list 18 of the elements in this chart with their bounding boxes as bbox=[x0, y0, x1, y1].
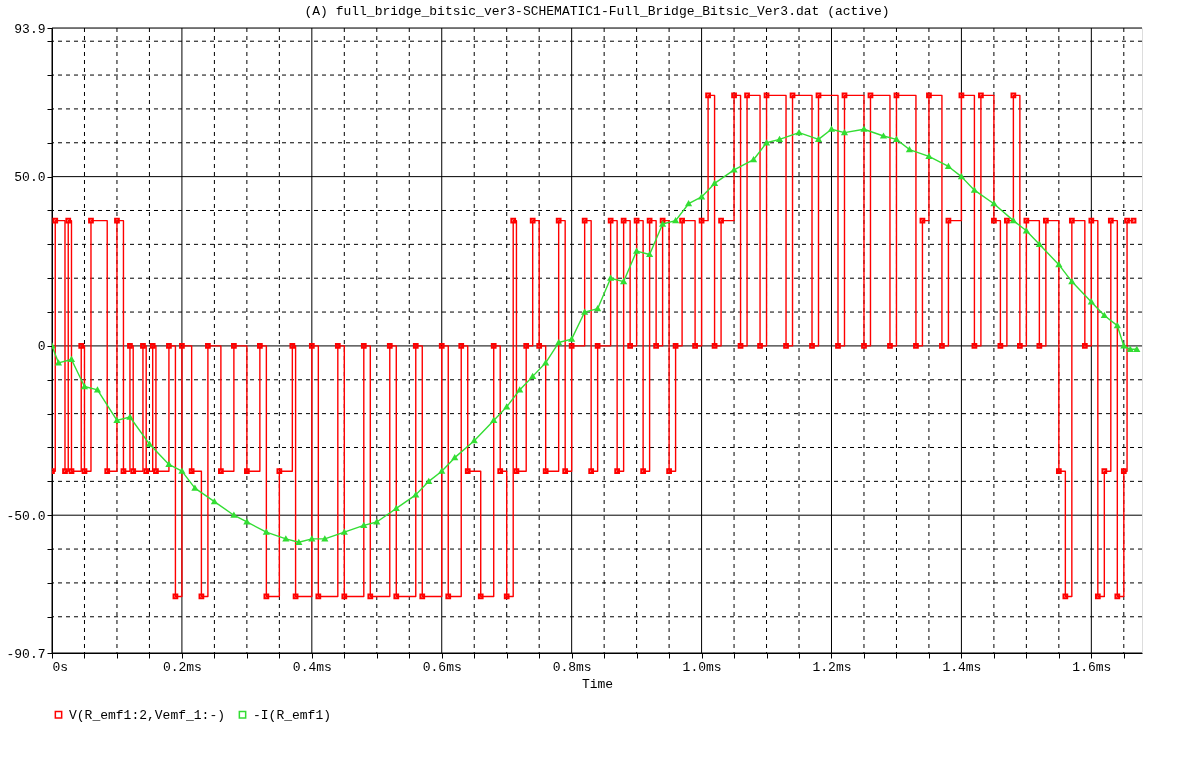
x-tick-label: 1.6ms bbox=[1072, 659, 1112, 675]
x-tick-label: 1.2ms bbox=[812, 659, 852, 675]
x-tick-label: 0.8ms bbox=[552, 659, 592, 675]
legend-label: V(R_emf1:2,Vemf_1:-) bbox=[69, 707, 226, 723]
y-tick-label: -90.7 bbox=[6, 646, 46, 662]
legend-label: -I(R_emf1) bbox=[253, 707, 332, 723]
chart-title: (A) full_bridge_bitsic_ver3-SCHEMATIC1-Full_Bridge_Bitsic_Ver3.dat (active) bbox=[304, 4, 890, 19]
x-tick-label: 1.4ms bbox=[942, 659, 982, 675]
y-tick-label: 0 bbox=[37, 339, 46, 355]
y-tick-label: 50.0 bbox=[14, 170, 46, 186]
y-tick-label: 93.9 bbox=[14, 21, 46, 37]
y-tick-label: -50.0 bbox=[6, 508, 46, 524]
x-tick-label: 1.0ms bbox=[682, 659, 722, 675]
x-tick-label: 0.4ms bbox=[292, 659, 332, 675]
x-tick-label: 0.2ms bbox=[162, 659, 202, 675]
x-axis-title: Time bbox=[581, 676, 614, 692]
x-tick-label: 0.6ms bbox=[422, 659, 462, 675]
x-tick-label: 0s bbox=[52, 659, 69, 675]
